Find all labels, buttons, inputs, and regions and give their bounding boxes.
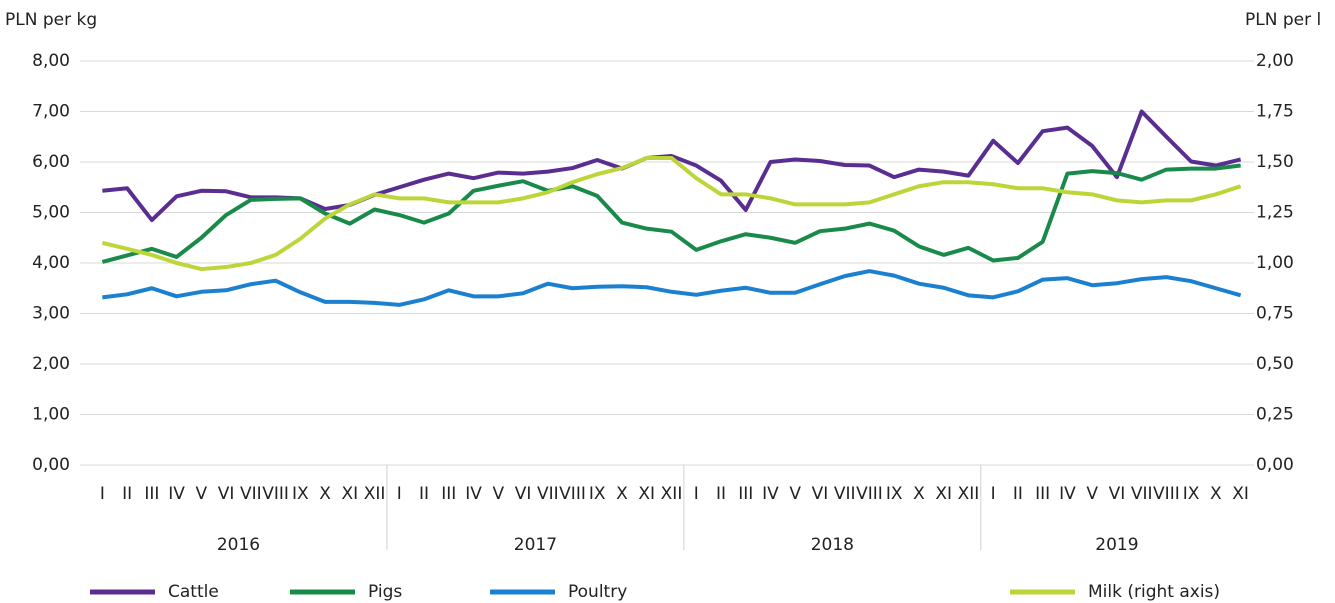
y-tick-label: 5,00 bbox=[32, 203, 70, 223]
y-tick-label: 2,00 bbox=[32, 354, 70, 374]
x-tick-label: III bbox=[441, 484, 456, 504]
x-tick-label: II bbox=[716, 484, 726, 504]
x-tick-label: III bbox=[144, 484, 159, 504]
legend-label: Milk (right axis) bbox=[1088, 582, 1220, 602]
x-tick-label: X bbox=[319, 484, 331, 504]
y-tick-label: 6,00 bbox=[32, 152, 70, 172]
y2-tick-label: 1,50 bbox=[1256, 152, 1294, 172]
y2-tick-label: 0,25 bbox=[1256, 405, 1294, 425]
x-tick-label: IV bbox=[168, 484, 185, 504]
y-tick-label: 8,00 bbox=[32, 51, 70, 71]
x-tick-label: VIII bbox=[856, 484, 883, 504]
year-label: 2017 bbox=[514, 535, 557, 555]
x-tick-label: V bbox=[196, 484, 208, 504]
y-tick-label: 3,00 bbox=[32, 304, 70, 324]
legend-label: Poultry bbox=[568, 582, 627, 602]
y2-tick-label: 2,00 bbox=[1256, 51, 1294, 71]
year-label: 2019 bbox=[1095, 535, 1138, 555]
x-tick-label: V bbox=[789, 484, 801, 504]
series-line bbox=[102, 269, 1242, 307]
x-tick-label: III bbox=[738, 484, 753, 504]
x-tick-label: V bbox=[1086, 484, 1098, 504]
y2-tick-label: 1,00 bbox=[1256, 253, 1294, 273]
x-tick-label: XI bbox=[1232, 484, 1249, 504]
x-tick-label: XII bbox=[958, 484, 980, 504]
x-tick-label: X bbox=[913, 484, 925, 504]
x-tick-label: I bbox=[694, 484, 699, 504]
x-tick-label: III bbox=[1035, 484, 1050, 504]
y2-axis-label: PLN per l bbox=[1245, 10, 1321, 30]
x-tick-label: VII bbox=[537, 484, 559, 504]
series-line bbox=[101, 163, 1241, 264]
x-tick-label: IV bbox=[762, 484, 779, 504]
x-tick-label: IV bbox=[1059, 484, 1076, 504]
x-tick-label: I bbox=[100, 484, 105, 504]
x-tick-label: VI bbox=[515, 484, 532, 504]
x-tick-label: II bbox=[419, 484, 429, 504]
x-tick-label: I bbox=[397, 484, 402, 504]
x-tick-label: VI bbox=[218, 484, 235, 504]
x-tick-label: XI bbox=[935, 484, 952, 504]
y2-tick-label: 0,00 bbox=[1256, 455, 1294, 475]
x-tick-label: VIII bbox=[559, 484, 586, 504]
y-tick-label: 7,00 bbox=[32, 102, 70, 122]
x-tick-label: VII bbox=[1131, 484, 1153, 504]
x-tick-label: XII bbox=[364, 484, 386, 504]
y-tick-label: 1,00 bbox=[32, 405, 70, 425]
x-tick-label: I bbox=[991, 484, 996, 504]
series-line bbox=[101, 155, 1242, 272]
x-tick-label: X bbox=[616, 484, 628, 504]
x-tick-label: XI bbox=[341, 484, 358, 504]
x-tick-label: XI bbox=[638, 484, 655, 504]
x-tick-label: IX bbox=[886, 484, 903, 504]
x-tick-label: IX bbox=[589, 484, 606, 504]
x-tick-label: X bbox=[1210, 484, 1222, 504]
year-label: 2016 bbox=[217, 535, 260, 555]
x-tick-label: V bbox=[492, 484, 504, 504]
y2-tick-label: 1,75 bbox=[1256, 102, 1294, 122]
x-tick-label: VIII bbox=[1153, 484, 1180, 504]
year-label: 2018 bbox=[811, 535, 854, 555]
x-tick-label: IV bbox=[465, 484, 482, 504]
x-tick-label: VI bbox=[812, 484, 829, 504]
y-tick-label: 4,00 bbox=[32, 253, 70, 273]
y2-tick-label: 1,25 bbox=[1256, 203, 1294, 223]
x-tick-label: IX bbox=[1183, 484, 1200, 504]
x-tick-label: VII bbox=[240, 484, 262, 504]
y2-tick-label: 0,75 bbox=[1256, 304, 1294, 324]
legend-label: Pigs bbox=[368, 582, 402, 602]
y-axis-label: PLN per kg bbox=[5, 10, 97, 30]
y-tick-label: 0,00 bbox=[32, 455, 70, 475]
x-tick-label: VI bbox=[1109, 484, 1126, 504]
x-tick-label: II bbox=[122, 484, 132, 504]
legend-label: Cattle bbox=[168, 582, 219, 602]
x-tick-label: IX bbox=[292, 484, 309, 504]
x-tick-label: II bbox=[1013, 484, 1023, 504]
y2-tick-label: 0,50 bbox=[1256, 354, 1294, 374]
series-line bbox=[102, 109, 1242, 223]
x-tick-label: XII bbox=[661, 484, 683, 504]
x-tick-label: VIII bbox=[262, 484, 289, 504]
x-tick-label: VII bbox=[834, 484, 856, 504]
